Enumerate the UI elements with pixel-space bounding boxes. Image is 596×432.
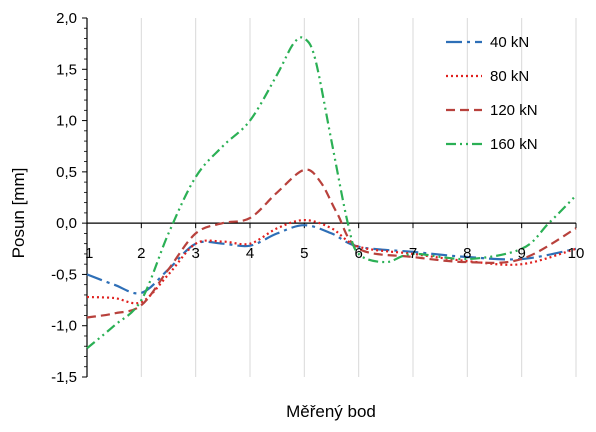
gridlines — [140, 18, 577, 377]
series-line-120-kn — [86, 168, 577, 319]
legend-label: 160 kN — [490, 136, 538, 153]
x-tick-label: 7 — [409, 245, 417, 262]
tick-labels: -1,5 -1,0 -0,5 0,0 0,5 1,0 1,5 2,0 1 2 3 4 5 6 7 8 9 10 — [51, 10, 584, 386]
x-tick-label: 3 — [191, 245, 199, 262]
y-tick-label: 1,5 — [56, 61, 77, 78]
x-tick-label: 9 — [517, 245, 525, 262]
x-tick-label: 8 — [463, 245, 471, 262]
x-tick-label: 10 — [568, 245, 585, 262]
x-tick-label: 2 — [137, 245, 145, 262]
legend-label: 120 kN — [490, 102, 538, 119]
y-tick-label: 0,5 — [56, 164, 77, 181]
y-tick-label: -1,0 — [51, 318, 77, 335]
legend: 40 kN 80 kN 120 kN 160 kN — [446, 34, 538, 153]
x-axis-title: Měřený bod — [286, 402, 376, 421]
legend-label: 80 kN — [490, 68, 529, 85]
y-axis-title: Posun [mm] — [9, 168, 28, 259]
series-line-160-kn — [86, 36, 577, 350]
y-tick-label: 0,0 — [56, 215, 77, 232]
y-tick-label: 1,0 — [56, 113, 77, 130]
series-lines — [86, 36, 577, 350]
x-tick-label: 5 — [300, 245, 308, 262]
y-tick-label: -0,5 — [51, 266, 77, 283]
legend-label: 40 kN — [490, 34, 529, 51]
y-tick-label: 2,0 — [56, 10, 77, 27]
y-tick-label: -1,5 — [51, 369, 77, 386]
x-tick-label: 6 — [354, 245, 362, 262]
x-tick-label: 1 — [85, 245, 93, 262]
series-line-40-kn — [86, 224, 577, 295]
x-tick-label: 4 — [246, 245, 254, 262]
